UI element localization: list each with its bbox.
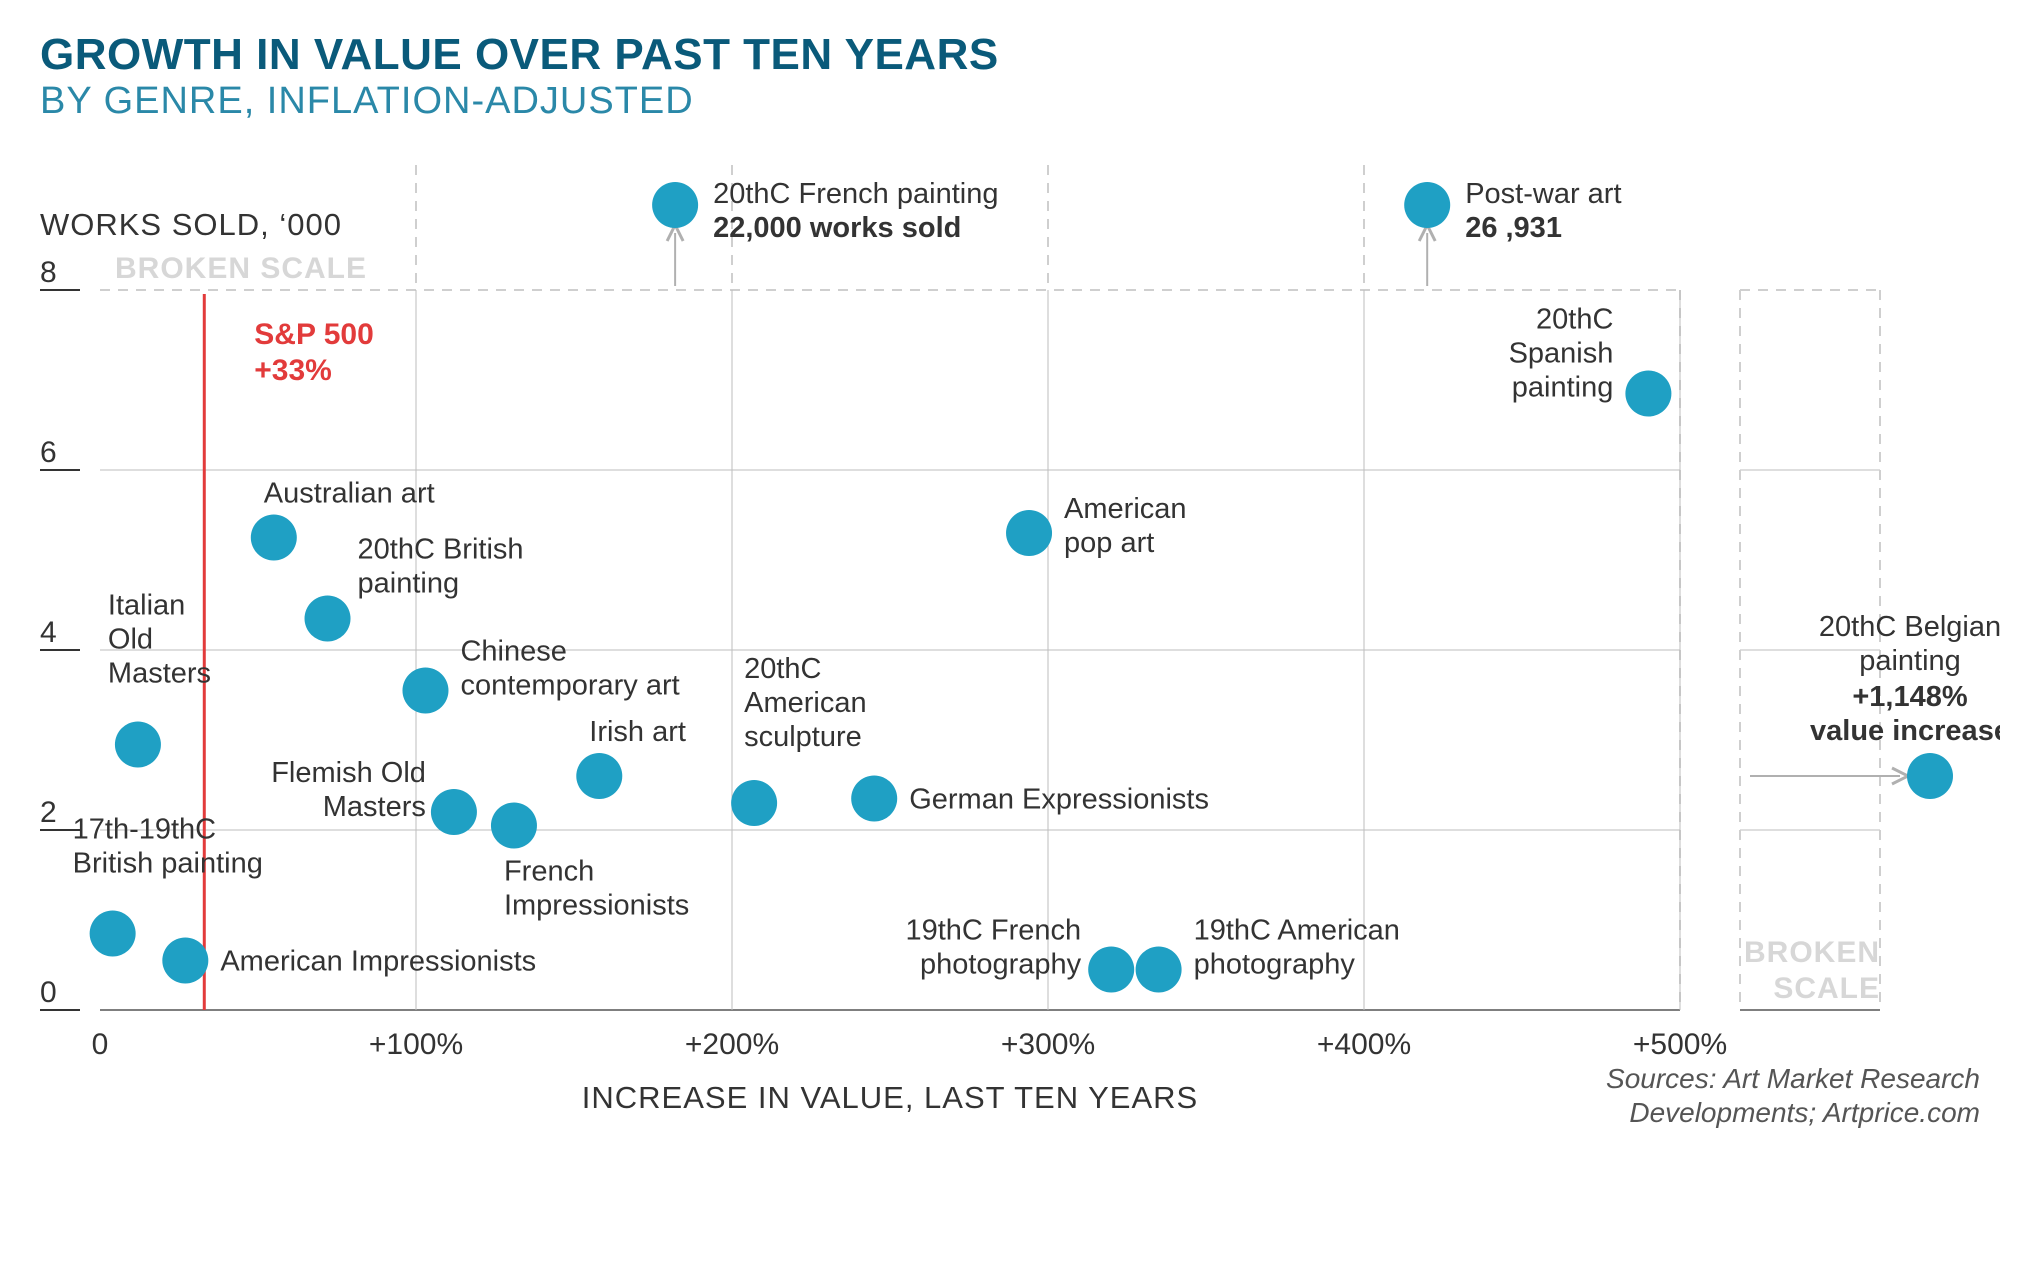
callout-point [652,182,698,228]
data-point [1625,371,1671,417]
callout-point [1404,182,1450,228]
data-point-label: 20thC [1536,304,1613,336]
x-tick-label: +500% [1633,1028,1727,1061]
data-point-label: sculpture [744,721,862,753]
data-point [1006,510,1052,556]
y-tick-label: 4 [40,616,57,649]
callout-right-value: +1,148% [1852,681,1968,713]
data-point-label: American [744,687,867,719]
x-tick-label: 0 [92,1028,109,1061]
data-point [115,722,161,768]
y-tick-label: 0 [40,976,57,1009]
sp500-value: +33% [254,354,332,387]
data-point-label: Flemish Old [271,757,426,789]
callout-value: 22,000 works sold [713,212,961,244]
data-point [431,789,477,835]
data-point [162,938,208,984]
broken-scale-label-top: BROKEN SCALE [115,252,367,285]
data-point-label: pop art [1064,527,1154,559]
data-point-label: 20thC British [358,534,524,566]
data-point-label: British painting [73,848,263,880]
data-point-label: painting [1512,372,1614,404]
data-point [491,803,537,849]
data-point-label: American Impressionists [220,946,536,978]
chart-sources: Developments; Artprice.com [1629,1097,1980,1128]
x-axis-title: INCREASE IN VALUE, LAST TEN YEARS [582,1080,1198,1115]
data-point [402,668,448,714]
y-tick-label: 2 [40,796,57,829]
x-tick-label: +200% [685,1028,779,1061]
data-point-label: American [1064,493,1187,525]
callout-point-right [1907,753,1953,799]
callout-label: Post-war art [1465,178,1621,210]
data-point-label: Masters [108,658,211,690]
data-point-label: German Expressionists [909,784,1209,816]
data-point [1136,947,1182,993]
data-point [576,753,622,799]
chart-container: GROWTH IN VALUE OVER PAST TEN YEARS BY G… [0,0,2040,1263]
data-point [731,780,777,826]
y-axis-title: WORKS SOLD, ‘000 [40,207,342,242]
data-point-label: 19thC French [905,915,1081,947]
data-point-label: 17th-19thC [73,814,217,846]
data-point-label: Old [108,624,153,656]
chart-title-main: GROWTH IN VALUE OVER PAST TEN YEARS [40,30,2000,80]
callout-right-label: painting [1859,645,1961,677]
data-point [1088,947,1134,993]
data-point-label: Chinese [460,636,566,668]
chart-title-sub: BY GENRE, INFLATION-ADJUSTED [40,80,2000,123]
data-point-label: contemporary art [460,670,679,702]
data-point-label: Australian art [264,478,435,510]
data-point-label: Impressionists [504,890,689,922]
broken-scale-label-right: BROKEN [1744,936,1880,969]
data-point-label: photography [1194,949,1356,981]
broken-scale-label-right2: SCALE [1773,972,1880,1005]
data-point [305,596,351,642]
x-tick-label: +100% [369,1028,463,1061]
x-tick-label: +400% [1317,1028,1411,1061]
data-point [851,776,897,822]
data-point [251,515,297,561]
data-point-label: Irish art [589,716,686,748]
sp500-label: S&P 500 [254,318,374,351]
plot-area: 0 2 4 6 8 0 +100% +200% +300% +400% +500% WORKS SOL… [40,160,2000,1180]
callout-value: 26 ,931 [1465,212,1562,244]
data-point-label: Italian [108,590,185,622]
callout-right-value: value increase [1810,715,2000,747]
scatter-chart: 0 2 4 6 8 0 +100% +200% +300% +400% +500% WORKS SOL… [40,160,2000,1230]
data-point-label: painting [358,568,460,600]
data-point-label: Spanish [1509,338,1614,370]
callout-right-label: 20thC Belgian [1819,611,2000,643]
y-tick-label: 6 [40,436,57,469]
data-point-label: French [504,856,594,888]
data-point [90,911,136,957]
data-point-label: 20thC [744,653,821,685]
callout-label: 20thC French painting [713,178,998,210]
data-point-label: photography [920,949,1082,981]
x-tick-label: +300% [1001,1028,1095,1061]
y-tick-label: 8 [40,256,57,289]
data-point-label: 19thC American [1194,915,1400,947]
chart-sources: Sources: Art Market Research [1606,1063,1980,1094]
data-point-label: Masters [323,791,426,823]
